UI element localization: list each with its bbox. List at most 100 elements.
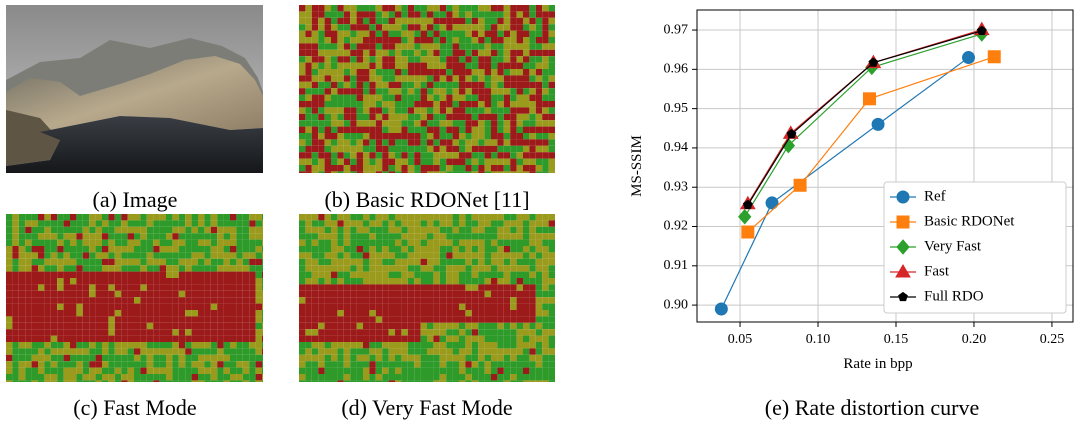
mosaic-cell (262, 240, 263, 246)
mosaic-cell (57, 259, 63, 265)
mosaic-cell (325, 24, 331, 30)
mosaic-cell (337, 146, 343, 152)
mosaic-cell (198, 272, 204, 278)
mosaic-cell (382, 152, 388, 158)
mosaic-cell (211, 304, 217, 310)
mosaic-cell (478, 233, 484, 239)
mosaic-cell (102, 348, 108, 354)
mosaic-cell (230, 265, 236, 271)
mosaic-cell (549, 88, 555, 94)
mosaic-cell (389, 227, 395, 233)
mosaic-cell (357, 233, 363, 239)
mosaic-cell (529, 310, 535, 316)
caption: (e) Rate distortion curve (765, 395, 979, 420)
mosaic-cell (337, 246, 343, 252)
mosaic-cell (350, 95, 356, 101)
mosaic-cell (147, 316, 153, 322)
mosaic-cell (243, 233, 249, 239)
mosaic-cell (376, 227, 382, 233)
mosaic-cell (166, 227, 172, 233)
mosaic-cell (108, 374, 114, 380)
mosaic-cell (465, 259, 471, 265)
mosaic-cell (504, 368, 510, 374)
mosaic-cell (363, 171, 369, 173)
mosaic-cell (134, 265, 140, 271)
caption: (d) Very Fast Mode (341, 395, 512, 420)
mosaic-cell (376, 348, 382, 354)
mosaic-cell (453, 101, 459, 107)
mosaic-cell (6, 304, 12, 310)
mosaic-cell (147, 265, 153, 271)
mosaic-cell (485, 316, 491, 322)
mosaic-cell (369, 297, 375, 303)
mosaic-cell (472, 323, 478, 329)
mosaic-cell (38, 342, 44, 348)
mosaic-cell (401, 171, 407, 173)
mosaic-cell (325, 159, 331, 165)
mosaic-cell (395, 310, 401, 316)
mosaic-cell (325, 316, 331, 322)
mosaic-cell (504, 146, 510, 152)
mosaic-cell (325, 304, 331, 310)
mosaic-cell (305, 120, 311, 126)
mosaic-cell (440, 291, 446, 297)
mosaic-cell (140, 265, 146, 271)
mosaic-cell (491, 304, 497, 310)
mosaic-cell (517, 159, 523, 165)
mosaic-cell (446, 272, 452, 278)
mosaic-cell (510, 252, 516, 258)
mosaic-cell (344, 240, 350, 246)
mosaic-cell (472, 152, 478, 158)
mosaic-cell (421, 82, 427, 88)
mosaic-cell (108, 380, 114, 382)
mosaic-cell (478, 18, 484, 24)
mosaic-cell (249, 214, 255, 220)
mosaic-cell (305, 88, 311, 94)
mosaic-cell (12, 348, 18, 354)
mosaic-cell (350, 246, 356, 252)
mosaic-cell (96, 246, 102, 252)
mosaic-cell (198, 214, 204, 220)
mosaic-cell (376, 43, 382, 49)
mosaic-cell (376, 37, 382, 43)
mosaic-cell (140, 374, 146, 380)
mosaic-cell (172, 220, 178, 226)
mosaic-cell (465, 43, 471, 49)
mosaic-cell (198, 361, 204, 367)
mosaic-cell (472, 120, 478, 126)
mosaic-cell (357, 227, 363, 233)
mosaic-cell (344, 24, 350, 30)
mosaic-cell (504, 56, 510, 62)
mosaic-cell (395, 348, 401, 354)
mosaic-cell (446, 284, 452, 290)
mosaic-cell (529, 31, 535, 37)
mosaic-cell (198, 368, 204, 374)
mosaic-cell (198, 227, 204, 233)
mosaic-cell (382, 214, 388, 220)
mosaic-cell (344, 329, 350, 335)
mosaic-cell (108, 297, 114, 303)
series-line (748, 31, 982, 205)
mosaic-cell (395, 323, 401, 329)
mosaic-cell (312, 5, 318, 11)
mosaic-cell (89, 220, 95, 226)
mosaic-cell (325, 272, 331, 278)
legend-label: Fast (924, 263, 950, 279)
mosaic-cell (472, 259, 478, 265)
mosaic-cell (83, 380, 89, 382)
marker (742, 226, 754, 238)
mosaic-cell (478, 297, 484, 303)
mosaic-cell (38, 310, 44, 316)
mosaic-cell (453, 368, 459, 374)
mosaic-cell (408, 37, 414, 43)
mosaic-cell (376, 133, 382, 139)
mosaic-cell (357, 63, 363, 69)
mosaic-cell (224, 323, 230, 329)
mosaic-cell (44, 329, 50, 335)
mosaic-cell (89, 297, 95, 303)
mosaic-cell (249, 265, 255, 271)
mosaic-cell (128, 246, 134, 252)
mosaic-cell (160, 329, 166, 335)
mosaic-cell (25, 233, 31, 239)
mosaic-cell (305, 114, 311, 120)
